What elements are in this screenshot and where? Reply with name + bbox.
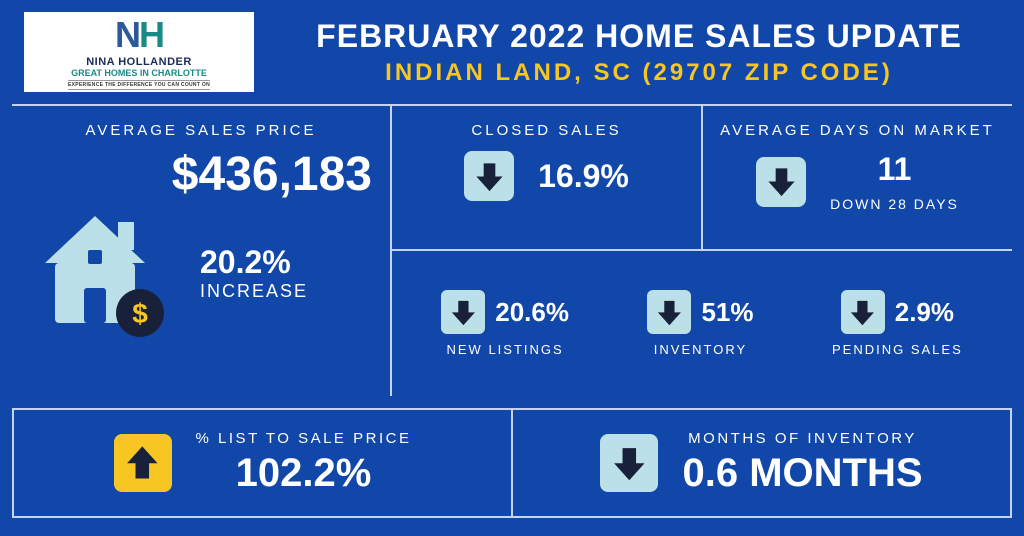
inventory-cell: 51% INVENTORY (647, 290, 753, 357)
arrow-down-icon (647, 290, 691, 334)
arrow-down-icon (756, 157, 806, 207)
moi-value: 0.6 MONTHS (682, 451, 922, 496)
avg-price-panel: AVERAGE SALES PRICE $436,183 $ (12, 106, 392, 396)
arrow-down-icon (600, 434, 658, 492)
top-metrics: CLOSED SALES 16.9% AVERAGE DAYS ON MARKE… (392, 106, 1012, 251)
moi-label: MONTHS OF INVENTORY (688, 430, 917, 447)
avg-price-value: $436,183 (30, 147, 372, 202)
arrow-up-icon (114, 434, 172, 492)
avg-price-change-word: INCREASE (200, 281, 308, 302)
avg-price-change-pct: 20.2% (200, 244, 308, 281)
logo-monogram: NH (115, 14, 163, 56)
logo-name: NINA HOLLANDER (86, 56, 192, 68)
dom-label: AVERAGE DAYS ON MARKET (720, 122, 995, 139)
pending-label: PENDING SALES (832, 342, 963, 357)
footer: % LIST TO SALE PRICE 102.2% MONTHS OF IN… (12, 408, 1012, 518)
dom-value: 11 (878, 151, 912, 188)
moi-cell: MONTHS OF INVENTORY 0.6 MONTHS (511, 410, 1010, 516)
new-listings-cell: 20.6% NEW LISTINGS (441, 290, 569, 357)
arrow-down-icon (464, 151, 514, 201)
page-subtitle: INDIAN LAND, SC (29707 ZIP CODE) (278, 59, 1000, 87)
mid-section: AVERAGE SALES PRICE $436,183 $ (0, 106, 1024, 396)
closed-sales-label: CLOSED SALES (471, 122, 621, 139)
logo-subtitle: GREAT HOMES IN CHARLOTTE (71, 68, 207, 78)
header: NH NINA HOLLANDER GREAT HOMES IN CHARLOT… (0, 0, 1024, 104)
svg-text:$: $ (132, 298, 148, 329)
right-panels: CLOSED SALES 16.9% AVERAGE DAYS ON MARKE… (392, 106, 1012, 396)
list-to-sale-cell: % LIST TO SALE PRICE 102.2% (14, 410, 511, 516)
arrow-down-icon (841, 290, 885, 334)
list-to-sale-value: 102.2% (236, 451, 372, 496)
pending-cell: 2.9% PENDING SALES (832, 290, 963, 357)
avg-price-change: 20.2% INCREASE (200, 244, 308, 302)
closed-sales-cell: CLOSED SALES 16.9% (392, 106, 701, 249)
inventory-label: INVENTORY (654, 342, 747, 357)
bottom-metrics: 20.6% NEW LISTINGS 51% INVENTORY 2.9% PE… (392, 251, 1012, 396)
title-block: FEBRUARY 2022 HOME SALES UPDATE INDIAN L… (278, 18, 1000, 87)
avg-price-label: AVERAGE SALES PRICE (30, 122, 372, 139)
logo-tagline: EXPERIENCE THE DIFFERENCE YOU CAN COUNT … (68, 80, 210, 90)
house-dollar-icon: $ (30, 208, 180, 338)
new-listings-label: NEW LISTINGS (447, 342, 564, 357)
inventory-value: 51% (701, 297, 753, 328)
avg-price-change-row: $ 20.2% INCREASE (30, 208, 372, 338)
dom-cell: AVERAGE DAYS ON MARKET 11 DOWN 28 DAYS (701, 106, 1012, 249)
list-to-sale-label: % LIST TO SALE PRICE (196, 430, 412, 447)
closed-sales-value: 16.9% (538, 158, 629, 195)
arrow-down-icon (441, 290, 485, 334)
new-listings-value: 20.6% (495, 297, 569, 328)
pending-value: 2.9% (895, 297, 954, 328)
dom-sub: DOWN 28 DAYS (830, 196, 959, 212)
logo: NH NINA HOLLANDER GREAT HOMES IN CHARLOT… (24, 12, 254, 92)
page-title: FEBRUARY 2022 HOME SALES UPDATE (278, 18, 1000, 55)
